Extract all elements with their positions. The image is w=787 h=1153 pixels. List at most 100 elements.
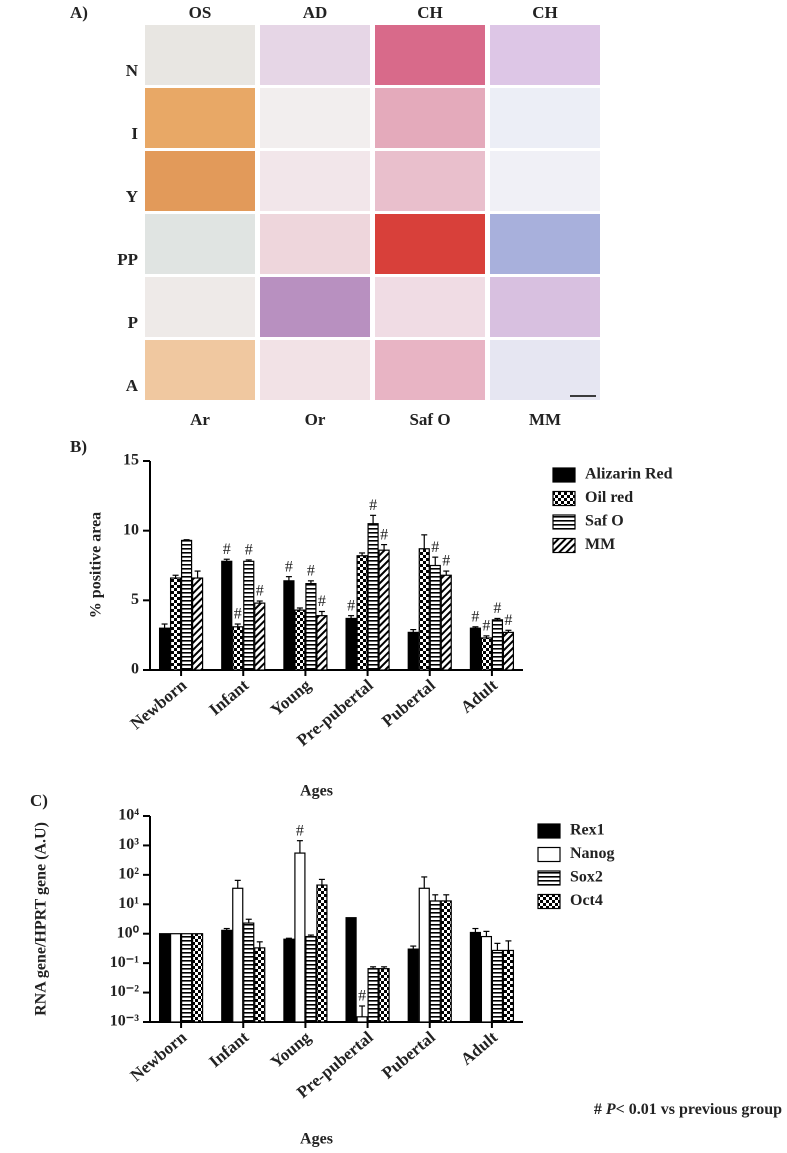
significance-marker: # — [431, 539, 439, 556]
y-tick-label: 10¹ — [118, 895, 139, 912]
micrograph — [145, 214, 255, 274]
x-tick-label: Adult — [457, 1027, 501, 1068]
legend-label: Rex1 — [570, 822, 605, 839]
significance-marker: # — [347, 597, 355, 614]
micrograph — [490, 25, 600, 85]
y-tick-label: 10⁻² — [110, 983, 139, 1000]
x-tick-label: Infant — [205, 1027, 252, 1071]
significance-marker: # — [380, 526, 388, 543]
bar — [440, 900, 452, 1023]
bar — [378, 549, 390, 671]
bar — [254, 947, 266, 1023]
legend-label: Oil red — [585, 489, 633, 506]
row-label: Y — [126, 187, 138, 206]
significance-marker: # — [256, 583, 264, 600]
bar — [254, 602, 266, 671]
significance-marker: # — [504, 612, 512, 629]
bar — [180, 933, 193, 1023]
micrograph — [375, 25, 485, 85]
bar — [283, 580, 295, 671]
bar — [502, 631, 515, 671]
significance-marker: # — [285, 558, 293, 575]
micrograph — [145, 88, 255, 148]
x-axis-label: Ages — [300, 1131, 333, 1148]
y-tick-label: 10⁰ — [117, 924, 140, 941]
bar — [356, 1016, 368, 1023]
bar — [316, 615, 328, 671]
micrograph — [145, 151, 255, 211]
micrograph — [490, 277, 600, 337]
stain-label: Or — [305, 410, 326, 429]
micrograph — [375, 88, 485, 148]
bar — [316, 884, 328, 1023]
row-label: PP — [117, 250, 138, 269]
bar — [232, 887, 244, 1023]
significance-marker: # — [296, 822, 304, 839]
x-tick-label: Pubertal — [378, 1027, 439, 1082]
bar — [169, 933, 182, 1023]
micrograph — [260, 340, 370, 400]
y-tick-label: 10⁴ — [118, 807, 139, 824]
legend-swatch — [552, 490, 576, 507]
bar — [502, 949, 515, 1023]
bar — [243, 922, 255, 1023]
bar — [429, 900, 441, 1023]
column-header: CH — [417, 3, 443, 22]
y-tick-label: 10³ — [118, 836, 139, 853]
micrograph — [260, 25, 370, 85]
panel-label: B) — [70, 437, 87, 456]
legend-swatch — [537, 846, 561, 863]
y-tick-label: 10 — [123, 521, 139, 538]
x-tick-label: Newborn — [127, 1027, 191, 1085]
footnote: # P< 0.01 vs previous group — [594, 1101, 782, 1118]
bar — [491, 619, 504, 671]
significance-marker: # — [318, 593, 326, 610]
row-label: P — [128, 313, 138, 332]
y-tick-label: 10² — [118, 866, 139, 883]
legend-label: Sox2 — [570, 869, 603, 886]
bar — [294, 609, 306, 671]
legend-swatch — [537, 893, 561, 910]
bar — [429, 564, 441, 671]
legend-label: Saf O — [585, 513, 624, 530]
x-axis-label: Ages — [300, 783, 333, 800]
y-axis-label: RNA gene/HPRT gene (A.U) — [33, 822, 50, 1016]
micrograph — [375, 151, 485, 211]
bar — [305, 935, 317, 1023]
bar — [356, 555, 368, 671]
legend-label: Alizarin Red — [585, 466, 673, 483]
bar — [191, 577, 204, 671]
bar — [221, 929, 233, 1023]
column-header: OS — [189, 3, 212, 22]
bar — [180, 539, 193, 671]
footnote-part: # — [594, 1101, 606, 1118]
footnote-part: < 0.01 vs previous group — [616, 1101, 782, 1118]
bar — [158, 933, 171, 1023]
y-tick-label: 10⁻¹ — [110, 954, 139, 971]
legend-label: Nanog — [570, 845, 614, 862]
bar — [440, 574, 452, 671]
x-tick-label: Adult — [457, 675, 501, 716]
micrograph — [145, 25, 255, 85]
x-tick-label: Newborn — [127, 675, 191, 733]
stain-label: MM — [529, 410, 561, 429]
panel-label: C) — [30, 791, 48, 810]
legend-swatch — [552, 537, 576, 554]
footnote-part: P — [605, 1101, 616, 1118]
significance-marker: # — [245, 542, 253, 559]
bar — [378, 968, 390, 1023]
bar — [480, 935, 493, 1023]
bar — [480, 637, 493, 671]
x-tick-label: Infant — [205, 675, 252, 719]
significance-marker: # — [369, 497, 377, 514]
bar — [158, 627, 171, 671]
bar — [469, 627, 482, 671]
micrograph — [490, 151, 600, 211]
micrograph — [260, 151, 370, 211]
y-axis-label: % positive area — [88, 512, 105, 618]
significance-marker: # — [234, 606, 242, 623]
micrograph — [375, 277, 485, 337]
bar — [367, 968, 379, 1023]
bar — [283, 938, 295, 1023]
bar — [491, 949, 504, 1023]
